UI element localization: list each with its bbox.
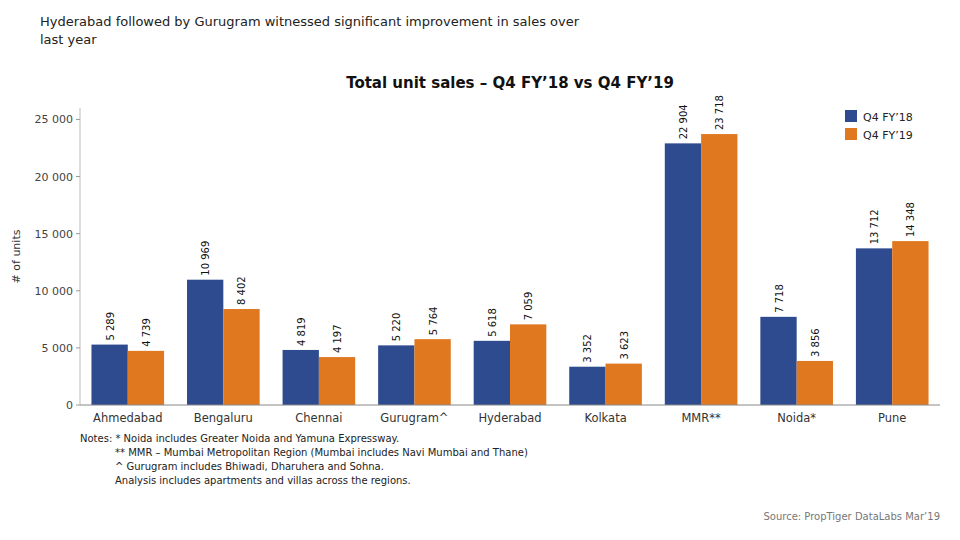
bar xyxy=(856,248,892,405)
subtitle: last year xyxy=(40,32,97,47)
legend-swatch xyxy=(845,110,857,122)
bar xyxy=(474,341,510,405)
x-tick-label: Gurugram^ xyxy=(380,411,448,425)
bar xyxy=(128,351,164,405)
x-tick-label: Chennai xyxy=(295,411,342,425)
legend-entry: Q4 FY’19 xyxy=(863,129,913,142)
data-label: 7 059 xyxy=(523,292,534,321)
data-label: 4 819 xyxy=(296,317,307,346)
data-label: 14 348 xyxy=(905,202,916,237)
y-tick-label: 5 000 xyxy=(42,342,74,355)
data-label: 3 623 xyxy=(619,331,630,360)
note: Notes: * Noida includes Greater Noida an… xyxy=(80,433,399,444)
bars xyxy=(91,134,928,405)
y-tick-label: 0 xyxy=(66,399,73,412)
x-tick-label: Pune xyxy=(878,411,906,425)
data-label: 10 969 xyxy=(200,241,211,276)
data-label: 4 739 xyxy=(141,318,152,347)
bar xyxy=(91,345,127,405)
bar xyxy=(414,339,450,405)
x-tick-label: Bengaluru xyxy=(194,411,253,425)
y-tick-label: 20 000 xyxy=(35,171,74,184)
title: Total unit sales – Q4 FY’18 vs Q4 FY’19 xyxy=(346,74,674,92)
bar xyxy=(701,134,737,405)
x-tick-label: Ahmedabad xyxy=(93,411,162,425)
chart: Hyderabad followed by Gurugram witnessed… xyxy=(0,0,960,540)
bar xyxy=(797,361,833,405)
legend: Q4 FY’18 Q4 FY’19 xyxy=(845,110,913,142)
data-labels: 5 289 10 969 4 819 5 220 5 618 3 352 22 904 7 7… xyxy=(105,95,917,363)
data-label: 8 402 xyxy=(236,276,247,305)
legend-entry: Q4 FY’18 xyxy=(863,111,913,124)
y-tick xyxy=(76,347,80,348)
y-tick-label: 25 000 xyxy=(35,113,74,126)
bar xyxy=(223,309,259,405)
bar xyxy=(187,280,223,405)
data-label: 5 764 xyxy=(428,307,439,336)
legend-swatch xyxy=(845,128,857,140)
note: ** MMR – Mumbai Metropolitan Region (Mum… xyxy=(80,447,528,458)
x-axis-line xyxy=(80,405,940,406)
note: Analysis includes apartments and villas … xyxy=(80,475,411,486)
data-label: 3 352 xyxy=(582,334,593,363)
y-tick-label: 10 000 xyxy=(35,285,74,298)
data-label: 23 718 xyxy=(714,95,725,130)
bar xyxy=(665,143,701,405)
bar xyxy=(892,241,928,405)
y-tick xyxy=(76,233,80,234)
data-label: 5 220 xyxy=(391,313,402,342)
y-tick-label: 15 000 xyxy=(35,228,74,241)
data-label: 4 197 xyxy=(332,324,343,353)
data-label: 3 856 xyxy=(810,328,821,357)
bar xyxy=(283,350,319,405)
y-axis-line xyxy=(80,108,81,405)
x-tick-label: Noida* xyxy=(777,411,816,425)
subtitle: Hyderabad followed by Gurugram witnessed… xyxy=(40,14,580,29)
data-label: 7 718 xyxy=(774,284,785,313)
bar xyxy=(319,357,355,405)
source: Source: PropTiger DataLabs Mar’19 xyxy=(763,511,940,522)
data-label: 5 289 xyxy=(105,312,116,341)
bar xyxy=(760,317,796,405)
bar xyxy=(569,367,605,405)
y-tick xyxy=(76,176,80,177)
y-tick xyxy=(76,405,80,406)
data-label: 5 618 xyxy=(487,308,498,337)
y-tick xyxy=(76,290,80,291)
data-label: 22 904 xyxy=(678,104,689,139)
x-tick-label: Hyderabad xyxy=(478,411,541,425)
y-tick xyxy=(76,119,80,120)
bar xyxy=(378,345,414,405)
note: ^ Gurugram includes Bhiwadi, Dharuhera a… xyxy=(80,461,384,472)
bar xyxy=(606,364,642,405)
y-axis-label: # of units xyxy=(10,229,23,283)
x-tick-label: MMR** xyxy=(681,411,721,425)
bar xyxy=(510,324,546,405)
data-label: 13 712 xyxy=(869,209,880,244)
x-tick-label: Kolkata xyxy=(584,411,626,425)
